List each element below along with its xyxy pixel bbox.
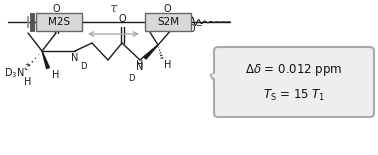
Text: $\mathregular{D_3}$: $\mathregular{D_3}$ [4,66,17,80]
Text: H: H [164,60,171,70]
Text: O: O [163,4,171,14]
Text: N: N [136,62,144,72]
Text: H: H [136,60,143,70]
Polygon shape [212,72,228,92]
Text: H: H [52,70,59,80]
Text: M2S: M2S [48,17,70,27]
Text: τ: τ [110,2,117,15]
Polygon shape [210,70,222,94]
Text: −: − [195,22,202,31]
Text: O: O [118,14,126,24]
Text: O: O [52,4,60,14]
Text: H: H [24,77,31,87]
Text: S2M: S2M [157,17,179,27]
Text: +: + [24,62,30,68]
Text: N: N [17,68,24,78]
Text: D: D [129,74,135,83]
FancyBboxPatch shape [145,13,191,31]
Text: O: O [187,24,195,34]
Text: $\Delta\delta$ = 0.012 ppm: $\Delta\delta$ = 0.012 ppm [245,62,343,78]
Polygon shape [42,51,50,69]
Polygon shape [144,45,158,59]
FancyBboxPatch shape [36,13,82,31]
FancyBboxPatch shape [214,47,374,117]
Text: N: N [71,53,79,63]
Text: $\mathit{T}_\mathregular{S}$ = 15 $\mathit{T}_\mathregular{1}$: $\mathit{T}_\mathregular{S}$ = 15 $\math… [263,88,325,103]
Text: D: D [80,62,87,71]
